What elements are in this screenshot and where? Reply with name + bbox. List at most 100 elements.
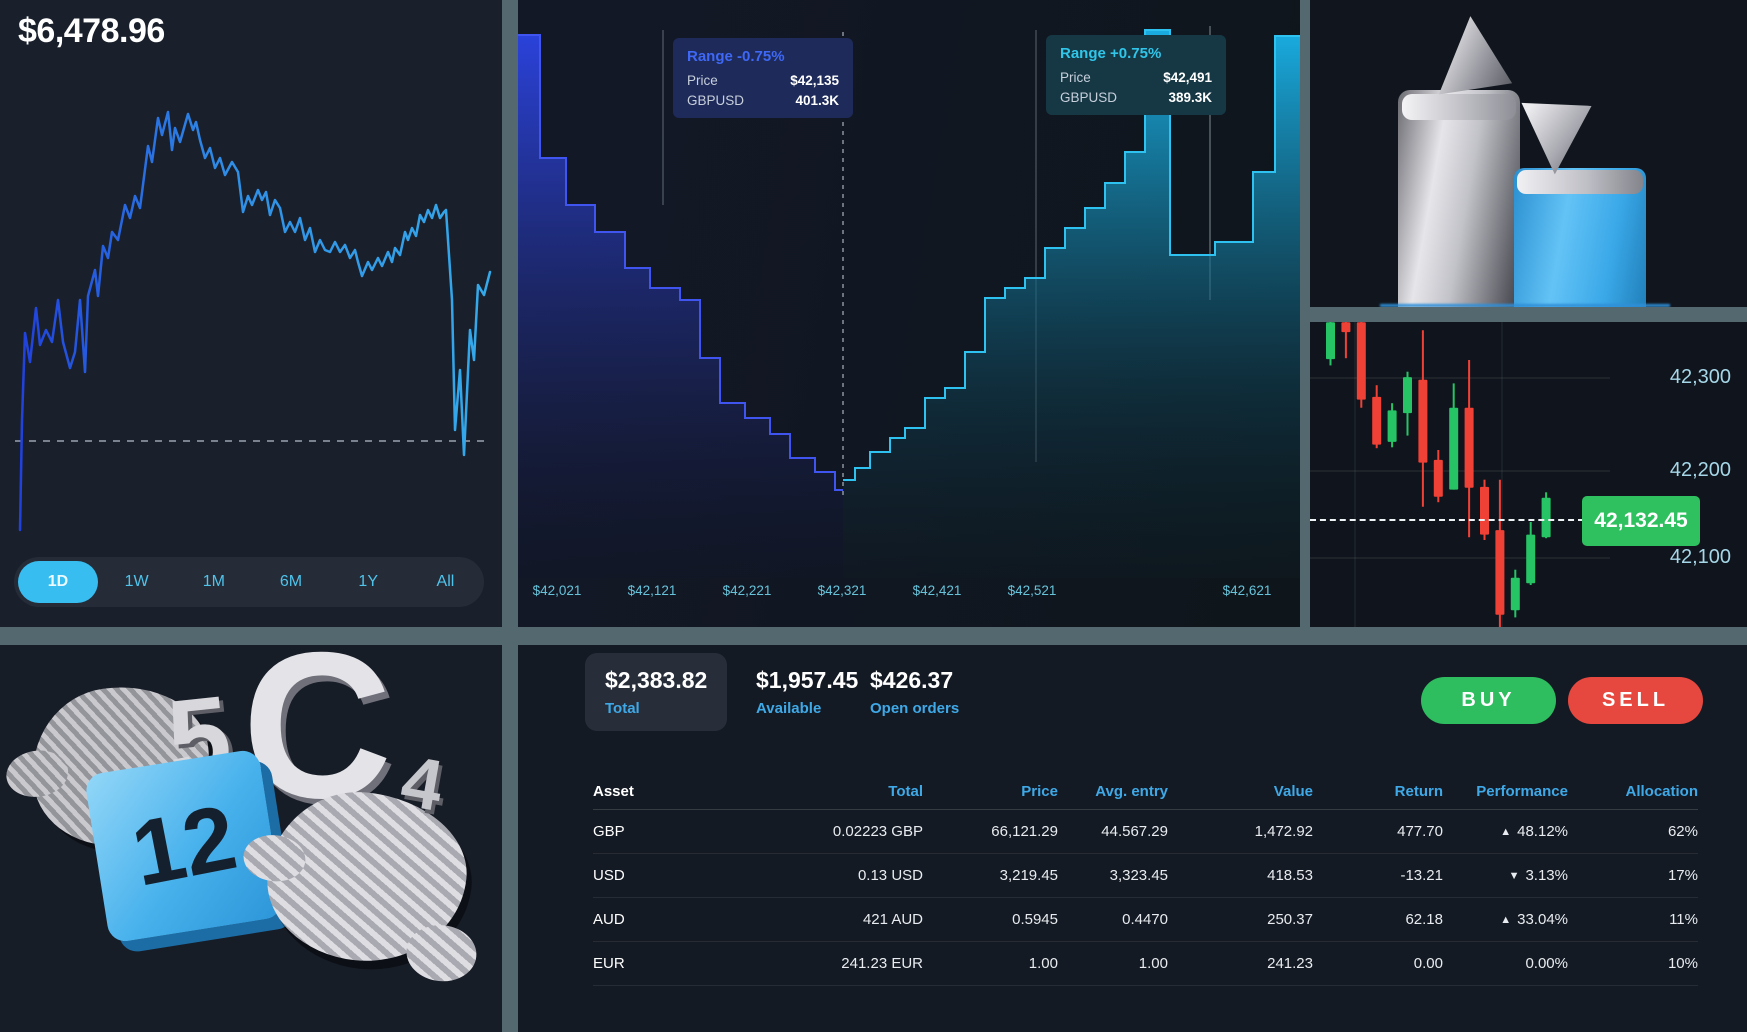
cell-asset: USD [593, 867, 625, 884]
bid-price-value: $42,135 [790, 73, 839, 88]
y-tick: 42,100 [1669, 546, 1731, 568]
x-tick: $42,521 [1007, 583, 1057, 598]
x-tick: $42,021 [532, 583, 582, 598]
range-6m[interactable]: 6M [279, 573, 303, 590]
cell-allocation: 17% [1667, 867, 1698, 884]
y-tick: 42,300 [1669, 366, 1731, 388]
sell-button[interactable]: SELL [1568, 677, 1703, 724]
depth-x-axis: $42,021 $42,121 $42,221 $42,321 $42,421 … [518, 583, 1300, 605]
header-value: Value [1273, 782, 1313, 800]
cell-price: 0.5945 [1012, 911, 1058, 928]
trend-arrow-icon: ▼ [1508, 870, 1520, 882]
time-range-bar: 1D 1W 1M 6M 1Y All [14, 557, 484, 607]
trend-arrow-icon: ▲ [1500, 826, 1512, 838]
stat-open-orders: $426.37 Open orders [870, 667, 959, 717]
bid-range-tooltip: Range -0.75% Price $42,135 GBPUSD 401.3K [673, 38, 853, 118]
cell-avg-entry: 1.00 [1138, 955, 1168, 972]
ask-range-tooltip: Range +0.75% Price $42,491 GBPUSD 389.3K [1046, 35, 1226, 115]
bid-volume-value: 401.3K [795, 93, 839, 108]
depth-panel: Range -0.75% Price $42,135 GBPUSD 401.3K… [518, 0, 1300, 627]
x-tick: $42,321 [817, 583, 867, 598]
header-avg-entry: Avg. entry [1095, 782, 1168, 800]
cell-return: -13.21 [1400, 867, 1443, 884]
cell-avg-entry: 3,323.45 [1109, 867, 1168, 884]
header-total: Total [888, 782, 923, 800]
last-price-dashed-line [1310, 519, 1584, 521]
bars-illustration-panel [1310, 0, 1747, 307]
depth-bid-area [518, 35, 843, 578]
table-row[interactable]: GBP 0.02223 GBP 66,121.29 44.567.29 1,47… [593, 810, 1698, 854]
open-orders-value: $426.37 [870, 667, 954, 693]
available-value: $1,957.45 [756, 667, 859, 693]
up-triangle-icon [1433, 14, 1512, 95]
depth-chart[interactable] [518, 0, 1300, 627]
ask-range-title: Range +0.75% [1060, 45, 1162, 62]
ask-volume-value: 389.3K [1168, 90, 1212, 105]
bid-pair-label: GBPUSD [687, 93, 745, 108]
range-1m[interactable]: 1M [202, 573, 225, 590]
available-label: Available [756, 700, 822, 717]
performance-cell: ▲ 48.12% [1500, 823, 1568, 840]
cell-return: 477.70 [1397, 823, 1443, 840]
cell-value: 250.37 [1267, 911, 1313, 928]
cell-avg-entry: 0.4470 [1122, 911, 1168, 928]
trend-arrow-icon: ▲ [1500, 914, 1512, 926]
cell-value: 1,472.92 [1254, 823, 1313, 840]
bid-range-title: Range -0.75% [687, 48, 785, 65]
x-tick: $42,421 [912, 583, 962, 598]
cell-return: 62.18 [1405, 911, 1443, 928]
cell-allocation: 62% [1667, 823, 1698, 840]
performance-cell: ▼ 3.13% [1508, 867, 1568, 884]
performance-cell: ▲ 33.04% [1500, 911, 1568, 928]
header-return: Return [1394, 782, 1443, 800]
cell-value: 418.53 [1267, 867, 1313, 884]
cell-avg-entry: 44.567.29 [1101, 823, 1168, 840]
silver-column-illustration [1398, 90, 1520, 307]
x-tick: $42,121 [627, 583, 677, 598]
depth-ask-line [843, 29, 1300, 481]
cell-value: 241.23 [1267, 955, 1313, 972]
table-row[interactable]: USD 0.13 USD 3,219.45 3,323.45 418.53 -1… [593, 854, 1698, 898]
range-1w[interactable]: 1W [124, 573, 149, 590]
depth-ask-area [843, 30, 1300, 578]
table-row[interactable]: EUR 241.23 EUR 1.00 1.00 241.23 0.00 0.0… [593, 942, 1698, 986]
total-value: $2,383.82 [605, 667, 708, 693]
buy-button[interactable]: BUY [1421, 677, 1556, 724]
down-triangle-icon [1514, 99, 1591, 178]
x-tick: $42,621 [1222, 583, 1272, 598]
last-price-badge: 42,132.45 [1582, 496, 1700, 546]
range-all[interactable]: All [436, 573, 455, 590]
blue-column-illustration [1514, 168, 1646, 307]
total-label: Total [605, 700, 640, 717]
cell-asset: EUR [593, 955, 625, 972]
table-header: Asset Total Price Avg. entry Value Retur… [593, 773, 1698, 810]
header-asset: Asset [593, 782, 634, 800]
header-allocation: Allocation [1625, 782, 1698, 800]
cell-return: 0.00 [1413, 955, 1443, 972]
ask-price-label: Price [1060, 70, 1091, 85]
performance-cell: 0.00% [1525, 955, 1568, 972]
cell-price: 3,219.45 [999, 867, 1058, 884]
cell-asset: GBP [593, 823, 625, 840]
table-row[interactable]: AUD 421 AUD 0.5945 0.4470 250.37 62.18 ▲… [593, 898, 1698, 942]
glow-line [1380, 304, 1670, 307]
holdings-table: Asset Total Price Avg. entry Value Retur… [593, 773, 1698, 986]
portfolio-balance: $6,478.96 [18, 12, 165, 50]
cell-allocation: 11% [1669, 911, 1698, 928]
header-performance: Performance [1476, 782, 1568, 800]
account-panel: $2,383.82 Total $1,957.45 Available $426… [518, 645, 1747, 1032]
stat-available: $1,957.45 Available [756, 667, 858, 717]
range-1d[interactable]: 1D [18, 561, 98, 603]
numbers-illustration-panel: C 5 12 4 [0, 645, 502, 1032]
candlestick-chart[interactable] [1310, 322, 1747, 627]
range-1y[interactable]: 1Y [358, 573, 378, 590]
stat-total: $2,383.82 Total [585, 653, 728, 731]
ask-pair-label: GBPUSD [1060, 90, 1118, 105]
candlestick-panel: 42,132.45 42,300 42,200 42,100 [1310, 322, 1747, 627]
portfolio-line [18, 110, 492, 532]
cell-total: 241.23 EUR [841, 955, 923, 972]
depth-bid-line [518, 34, 843, 491]
cell-total: 0.13 USD [857, 867, 923, 884]
cell-total: 0.02223 GBP [832, 823, 923, 840]
portfolio-chart[interactable] [0, 0, 502, 627]
